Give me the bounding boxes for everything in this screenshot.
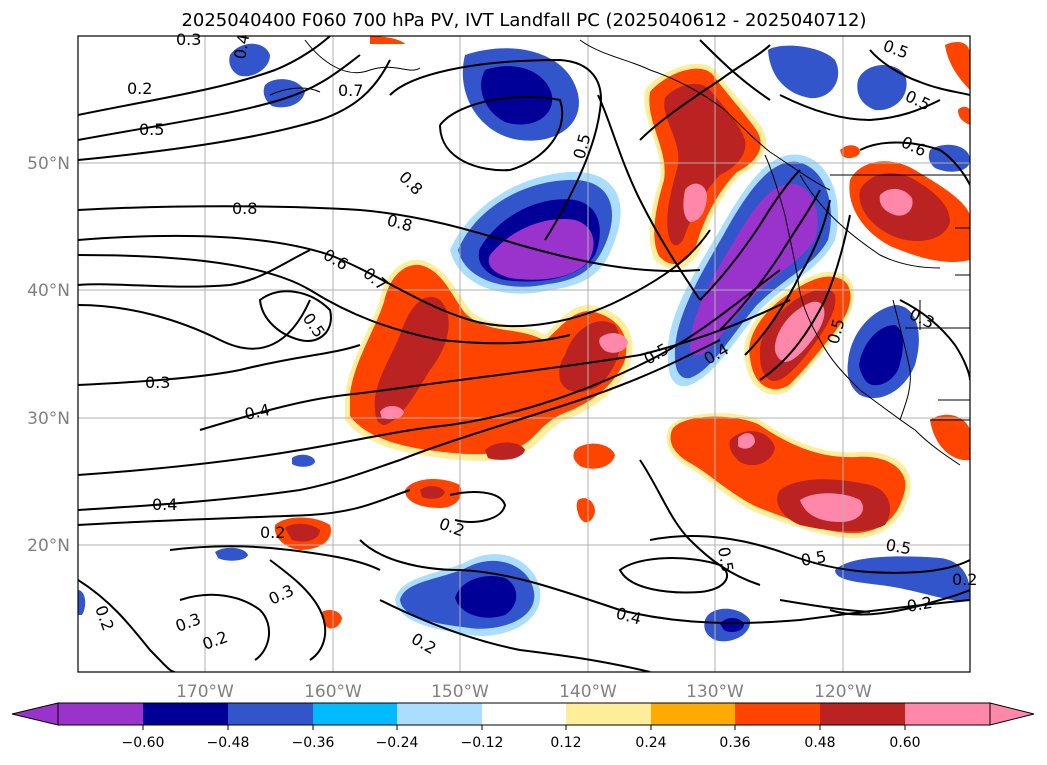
- shading-layer: [78, 36, 970, 642]
- colorbar: −0.60 −0.48 −0.36 −0.24 −0.12 0.12 0.24 …: [11, 702, 1035, 751]
- contour-label: 0.4: [243, 400, 272, 424]
- negative-region-northeast: [78, 43, 970, 615]
- colorbar-bin: [735, 703, 820, 725]
- negative-region-central: [450, 171, 621, 294]
- colorbar-tick-label: −0.36: [292, 735, 335, 751]
- colorbar-tick-label: 0.24: [635, 735, 666, 751]
- lon-label-130w: 130°W: [686, 682, 744, 702]
- negative-region-coastal-band: [667, 154, 839, 387]
- contour-label: 0.8: [232, 199, 257, 218]
- colorbar-tick-label: −0.60: [122, 735, 165, 751]
- positive-region-east: [744, 145, 970, 461]
- longitude-labels: 170°W 160°W 150°W 140°W 130°W 120°W: [176, 682, 872, 702]
- colorbar-tick-label: 0.12: [550, 735, 581, 751]
- map-frame: [77, 35, 971, 673]
- positive-region-small-cells: [274, 36, 970, 629]
- colorbar-extend-low: [11, 702, 59, 726]
- coastlines: [269, 39, 970, 466]
- lat-label-50n: 50°N: [27, 154, 70, 174]
- colorbar-bin: [566, 703, 651, 725]
- lon-label-120w: 120°W: [814, 682, 872, 702]
- contour-label: 0.5: [799, 547, 827, 570]
- latitude-labels: 50°N 40°N 30°N 20°N: [27, 154, 70, 556]
- contour-label: 0.4: [152, 495, 177, 514]
- lon-label-140w: 140°W: [559, 682, 617, 702]
- contour-label: 0.2: [952, 570, 977, 589]
- colorbar-bin: [58, 703, 143, 725]
- colorbar-frame: [57, 702, 991, 726]
- map-panel: 0.3 0.2 0.5 0.7 0.4 0.8 0.8 0.8 0.6 0.7 …: [77, 30, 977, 673]
- colorbar-tick-label: 0.60: [889, 735, 920, 751]
- colorbar-tick-label: −0.12: [461, 735, 504, 751]
- lon-label-160w: 160°W: [304, 682, 362, 702]
- negative-region-southeast: [704, 305, 970, 642]
- lat-label-30n: 30°N: [27, 409, 70, 429]
- pv-contours: [78, 36, 970, 672]
- colorbar-bin: [820, 703, 905, 725]
- colorbar-bin: [228, 703, 313, 725]
- colorbar-tick-label: 0.48: [804, 735, 835, 751]
- contour-label: 0.3: [176, 30, 201, 49]
- colorbar-bin: [313, 703, 397, 725]
- lat-label-20n: 20°N: [27, 536, 70, 556]
- contour-label: 0.5: [714, 545, 737, 573]
- lat-label-40n: 40°N: [27, 281, 70, 301]
- contour-label: 0.7: [338, 81, 363, 100]
- colorbar-bin: [482, 703, 566, 725]
- contour-label: 0.2: [260, 523, 285, 542]
- colorbar-bin: [397, 703, 482, 725]
- colorbar-tick-label: 0.36: [719, 735, 750, 751]
- negative-region-north-central: [462, 48, 579, 141]
- contour-label: 0.5: [139, 120, 164, 139]
- contour-label: 0.2: [127, 79, 152, 98]
- colorbar-bin: [143, 703, 228, 725]
- lon-label-170w: 170°W: [176, 682, 234, 702]
- colorbar-tick-label: −0.48: [207, 735, 250, 751]
- colorbar-tick-label: −0.24: [376, 735, 419, 751]
- colorbar-extend-high: [989, 702, 1035, 726]
- contour-label: 0.2: [905, 593, 933, 616]
- contour-label: 0.4: [230, 32, 253, 60]
- positive-region-southeast: [666, 413, 911, 539]
- map-title: 2025040400 F060 700 hPa PV, IVT Landfall…: [181, 10, 866, 31]
- colorbar-bin: [651, 703, 735, 725]
- contour-label: 0.3: [145, 373, 170, 392]
- colorbar-bin: [905, 703, 990, 725]
- lon-label-150w: 150°W: [431, 682, 489, 702]
- contour-label: 0.5: [884, 535, 912, 558]
